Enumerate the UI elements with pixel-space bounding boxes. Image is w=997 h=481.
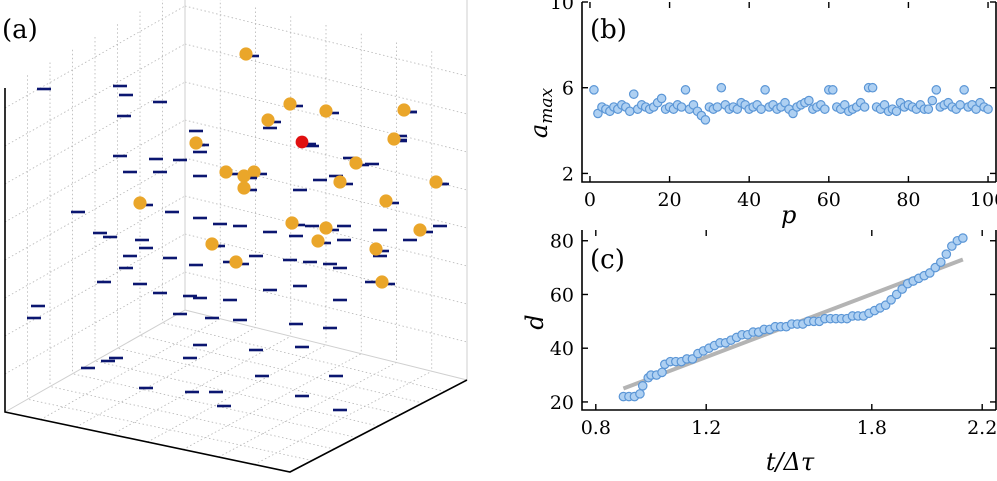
panel-c-point (958, 233, 968, 243)
panel-b-points (589, 82, 993, 125)
panel-b-point (712, 102, 723, 112)
x-tick-label: 80 (896, 189, 920, 211)
panel-b-xlabel: p (781, 201, 796, 229)
panel-a-gold-marker (429, 175, 443, 189)
panel-c-ticks: 0.8 1.2 1.8 2.2 20 40 60 80 (550, 230, 997, 439)
panel-a-red-marker (295, 135, 309, 149)
panel-a-gold-marker (319, 221, 333, 235)
panel-a-gold-marker (285, 216, 299, 230)
x-tick-label: 60 (817, 189, 841, 211)
y-tick-label: 20 (550, 392, 574, 414)
panel-a-gold-marker (311, 234, 325, 248)
panel-b-point (760, 85, 770, 95)
x-tick-label: 20 (657, 189, 681, 211)
y-tick-label: 2 (562, 163, 574, 185)
panel-a-axes (4, 88, 468, 473)
y-tick-label: 60 (550, 284, 574, 306)
panel-c-chart: 0.8 1.2 1.8 2.2 20 40 60 80 (c) t/Δτ d (521, 230, 997, 476)
panel-b-point (867, 82, 878, 93)
x-tick-label: 1.2 (691, 417, 721, 439)
x-tick-label: 2.2 (967, 417, 997, 439)
panel-a-gold-marker (239, 47, 253, 61)
panel-a-box-frame (4, 0, 468, 413)
panel-b-point (676, 102, 687, 112)
panel-a-gold-marker (133, 196, 147, 210)
panel-b-point (804, 95, 814, 106)
panel-c-axes (581, 230, 997, 411)
panel-b-point (827, 85, 838, 95)
panel-b-point (628, 89, 639, 99)
x-tick-label: 100 (970, 189, 997, 211)
panel-b-point (624, 106, 635, 117)
panel-b-ylabel: amax (525, 88, 557, 139)
panel-b-point (589, 85, 599, 95)
panel-a-marks (27, 47, 449, 412)
panel-a-gold-marker (413, 223, 427, 237)
panel-b-label: (b) (590, 15, 627, 45)
x-tick-label: 40 (737, 189, 761, 211)
x-tick-label: 1.8 (857, 417, 887, 439)
panel-b-point (756, 104, 766, 114)
panel-a-gold-marker (261, 113, 275, 127)
panel-a-gold-marker (397, 103, 411, 117)
panel-c-point (657, 367, 667, 378)
panel-a-gold-marker (219, 165, 233, 179)
panel-a-gold-marker (205, 237, 219, 251)
panel-a-label: (a) (2, 15, 38, 45)
y-tick-label: 40 (550, 338, 574, 360)
panel-b-point (859, 102, 870, 112)
panel-b-point (680, 85, 691, 95)
panel-c-label: (c) (590, 245, 625, 275)
panel-a-gold-marker (237, 181, 251, 195)
panel-b-point (891, 106, 902, 117)
panel-a-gold-marker (375, 275, 389, 289)
panel-b-point (700, 115, 711, 125)
panel-a-gold-marker (379, 194, 393, 208)
panel-a-gold-marker (189, 136, 203, 150)
x-tick-label: 0 (584, 189, 596, 211)
panel-a-gold-marker (247, 165, 261, 179)
panel-a-gold-marker (333, 175, 347, 189)
panel-b-point (983, 104, 993, 114)
panel-c-point (635, 389, 645, 399)
panel-a-gold-marker (237, 169, 251, 183)
panel-b-point (927, 95, 938, 106)
panel-c-point (941, 249, 952, 259)
panel-a-gold-marker (229, 255, 243, 269)
panel-b-point (931, 85, 942, 95)
x-tick-label: 0.8 (581, 417, 611, 439)
panel-b-point (955, 100, 965, 110)
panel-a-gold-marker (369, 242, 383, 256)
panel-a-gold-marker (283, 97, 297, 111)
panel-b-point (716, 82, 727, 93)
panel-a-3d-scatter: (a) (2, 0, 468, 473)
panel-b-point (959, 85, 969, 95)
panel-a-gold-marker (319, 104, 333, 118)
y-tick-label: 10 (550, 0, 574, 14)
panel-b-point (656, 93, 667, 104)
panel-c-xlabel: t/Δτ (766, 448, 815, 476)
y-tick-label: 80 (550, 231, 574, 253)
panel-a-grid (4, 0, 468, 465)
panel-b-chart: 0 20 40 60 80 100 2 6 10 (b) p amax (525, 0, 997, 229)
panel-a-gold-marker (387, 132, 401, 146)
panel-c-ylabel: d (521, 314, 549, 329)
panel-c-points (618, 233, 968, 402)
panel-b-point (820, 104, 830, 114)
panel-b-axes (581, 2, 997, 183)
y-tick-label: 6 (562, 78, 574, 100)
panel-c-point (637, 381, 648, 391)
panel-b-point (923, 104, 934, 114)
panel-a-gold-marker (349, 156, 363, 170)
panel-b-ticks: 0 20 40 60 80 100 2 6 10 (550, 0, 997, 211)
panel-c-point (935, 257, 946, 268)
